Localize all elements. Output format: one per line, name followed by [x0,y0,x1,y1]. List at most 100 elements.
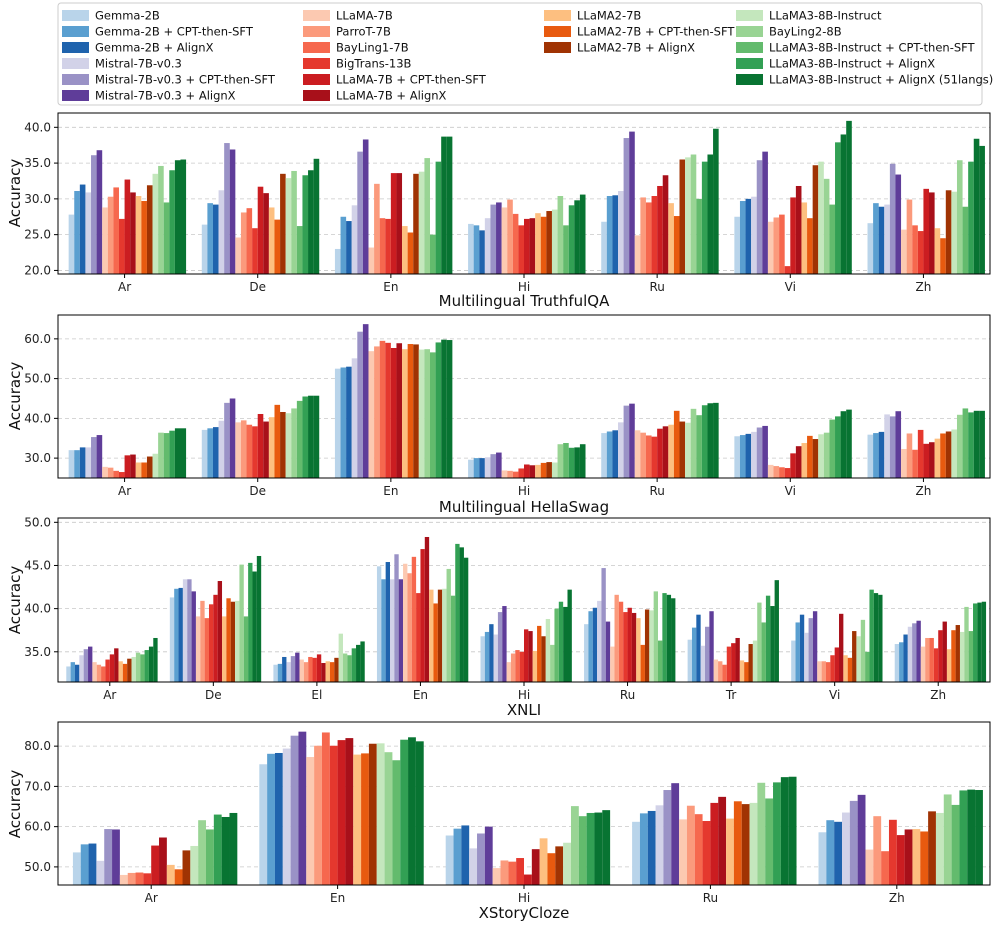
bar-ar-bayling2-8b [158,432,164,478]
bar-ar-llama-7b-alignx [159,837,167,885]
bar-ar-mistral-7b-v0-3 [85,192,92,274]
bar-zh-parrot-7b [906,433,913,478]
bar-de-gemma-2b [201,224,208,274]
bar-ar-llama3-8b-instruct-alignx-51langs [148,646,154,682]
x-tick-label-zh: Zh [916,484,932,498]
bar-de-gemma-2b [169,597,175,682]
bar-ru-mistral-7b-v0-3-alignx [605,621,611,682]
x-tick-label-tr: Tr [725,688,737,702]
y-axis-label: Accuracy [6,159,24,228]
x-tick-label-ar: Ar [145,891,158,905]
bar-ru-extra [713,402,719,478]
bar-el-bayling1-7b [308,656,313,682]
bar-hi-llama3-8b-instruct [545,618,551,682]
bar-vi-llama2-7b-cpt-then-sft [807,218,813,274]
bar-hi-bigtrans-13b [518,468,524,478]
bar-ar-llama2-7b [135,196,142,274]
bar-de-mistral-7b-v0-3-cpt-then-sft [224,402,230,478]
bar-hi-bayling1-7b [512,213,519,274]
bar-ru-mistral-7b-v0-3-alignx [629,403,635,478]
bar-ru-llama3-8b-instruct-alignx [773,782,781,885]
bar-hi-llama-7b-alignx [528,631,533,682]
bar-de-llama-7b [195,616,201,682]
bar-vi-gemma-2b [734,436,740,478]
bar-el-mistral-7b-v0-3 [286,662,291,682]
bar-zh-llama2-7b [946,649,952,682]
bar-en-llama3-8b-instruct [418,171,425,274]
y-axis-label: Accuracy [6,770,24,839]
bar-hi-llama-7b-cpt-then-sft [524,464,530,478]
bar-vi-llama3-8b-instruct-cpt-then-sft [865,651,870,682]
bar-tr-llama-7b-alignx [735,637,740,682]
bar-en-llama-7b-alignx [396,343,403,478]
bar-ar-llama3-8b-instruct-cpt-then-sft [163,433,170,478]
bar-zh-llama-7b-alignx [929,442,935,478]
bar-vi-llama3-8b-instruct-alignx-51langs [873,593,879,682]
bar-zh-bayling2-8b [956,414,963,478]
bar-ru-llama2-7b-cpt-then-sft [673,216,680,274]
bar-ru-llama3-8b-instruct-cpt-then-sft [696,198,702,274]
bar-zh-bayling1-7b [881,851,889,885]
bar-tr-llama3-8b-instruct-alignx-51langs [770,606,775,682]
bar-ar-mistral-7b-v0-3 [96,860,105,885]
bar-vi-gemma-2b [791,640,796,682]
bar-ru-llama-7b-alignx [662,175,669,274]
legend-swatch-gemma-2b-cpt-then-sft [62,26,89,37]
bar-hi-gemma-2b [468,459,474,478]
bar-ar-extra [153,637,158,682]
bar-hi-mistral-7b-v0-3-cpt-then-sft [497,612,503,682]
x-tick-label-zh: Zh [889,891,905,905]
bar-en-bigtrans-13b [329,745,338,885]
bar-vi-llama3-8b-instruct [818,434,824,478]
bar-en-bayling1-7b [321,732,330,885]
bar-ru-llama3-8b-instruct-alignx [701,405,708,478]
bar-vi-llama3-8b-instruct-alignx [869,589,874,682]
bar-de-gemma-2b-cpt-then-sft [207,203,213,274]
legend-label-gemma-2b: Gemma-2B [95,9,160,23]
bar-en-llama3-8b-instruct-alignx-51langs [441,136,447,274]
bar-tr-mistral-7b-v0-3 [700,645,706,682]
bar-ar-llama3-8b-instruct [152,173,159,274]
bar-zh-mistral-7b-v0-3 [841,812,850,885]
bar-de-llama3-8b-instruct [235,600,240,682]
y-tick-label: 50.0 [24,372,51,386]
bar-ar-extra [180,159,187,274]
bar-en-bayling2-8b [384,752,393,885]
bar-vi-extra [846,409,852,478]
bar-de-extra [313,158,320,274]
bar-ar-mistral-7b-v0-3-cpt-then-sft [91,155,97,274]
bar-zh-mistral-7b-v0-3-cpt-then-sft [889,416,896,478]
bar-de-mistral-7b-v0-3-cpt-then-sft [187,579,192,682]
bar-hi-mistral-7b-v0-3-cpt-then-sft [477,833,485,885]
bar-ru-extra [671,598,676,682]
bar-vi-llama-7b [767,221,774,274]
bar-vi-bayling2-8b [860,619,866,682]
bar-vi-parrot-7b [821,661,826,682]
bar-de-llama3-8b-instruct-alignx [248,562,253,682]
bar-zh-bayling1-7b [912,225,918,274]
bar-de-llama2-7b-cpt-then-sft [226,598,231,682]
bar-ru-llama3-8b-instruct-cpt-then-sft [696,415,702,478]
legend-label-llama-7b-alignx: LLaMA-7B + AlignX [336,89,447,103]
bar-hi-mistral-7b-v0-3-alignx [502,606,507,682]
bar-vi-llama-7b [767,464,774,478]
bar-zh-llama-7b-cpt-then-sft [923,188,930,274]
bar-zh-parrot-7b [873,816,882,885]
plot-frame [57,517,991,683]
bar-hi-llama-7b [501,207,508,274]
bar-vi-llama2-7b-alignx [812,439,819,478]
bar-en-llama2-7b-cpt-then-sft [361,753,369,885]
bar-ru-bayling1-7b [618,601,624,682]
bar-ar-llama-7b [102,207,108,274]
bar-ru-mistral-7b-v0-3 [617,190,624,274]
bar-en-llama3-8b-instruct-alignx [400,739,409,885]
y-tick-label: 80.0 [24,739,51,753]
bar-hi-llama2-7b [532,650,538,682]
bar-zh-mistral-7b-v0-3-alignx [895,174,902,274]
y-tick-label: 35.0 [24,156,51,170]
bar-vi-mistral-7b-v0-3-cpt-then-sft [756,160,763,274]
bar-hi-llama-7b-alignx [529,465,536,478]
bar-group-zh [867,138,985,274]
bar-en-llama3-8b-instruct-cpt-then-sft [392,760,401,885]
bar-ar-mistral-7b-v0-3-alignx [96,150,103,274]
